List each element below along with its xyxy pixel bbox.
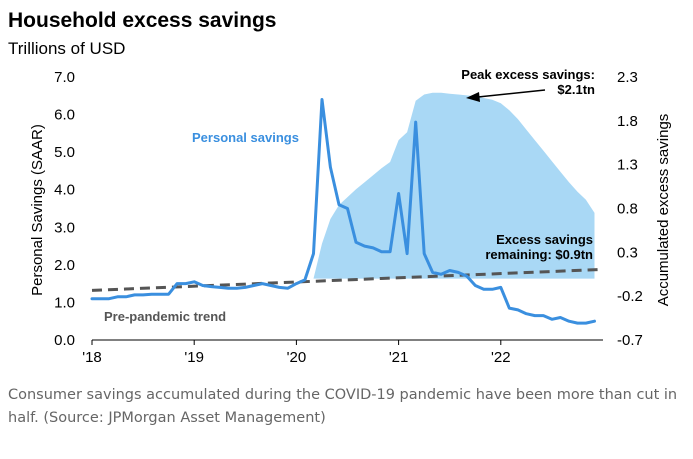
y-left-tick-label: 3.0 (54, 219, 75, 236)
x-tick-label: '19 (184, 349, 204, 366)
y-left-tick-label: 6.0 (54, 107, 75, 124)
y-left-tick-label: 2.0 (54, 257, 75, 274)
personal-savings-line-layer (90, 98, 596, 325)
pre-pandemic-trend-layer (91, 267, 604, 292)
excess-savings-area-layer (313, 92, 595, 279)
peak-annotation-line2: $2.1tn (557, 82, 595, 97)
x-axis-ticks: '18 '19 '20 '21 '22 (82, 340, 511, 366)
peak-annotation-arrow (477, 89, 546, 98)
chart-title: Household excess savings (8, 9, 276, 32)
y-left-tick-label: 7.0 (54, 69, 75, 86)
x-tick-label: '22 (491, 349, 511, 366)
y-left-tick-label: 0.0 (54, 332, 75, 349)
x-tick-label: '20 (287, 349, 307, 366)
y-right-tick-label: -0.7 (617, 332, 643, 349)
y-left-tick-label: 5.0 (54, 144, 75, 161)
figure-caption: Consumer savings accumulated during the … (8, 387, 678, 426)
y-right-tick-label: 0.8 (617, 201, 638, 218)
peak-annotation-arrowhead (466, 92, 480, 102)
y-right-tick-label: 1.8 (617, 113, 638, 130)
x-tick-label: '21 (389, 349, 409, 366)
y-right-tick-label: 0.3 (617, 244, 638, 261)
chart-subtitle: Trillions of USD (8, 39, 125, 58)
x-tick-label: '18 (82, 349, 102, 366)
household-excess-savings-chart: Household excess savings Trillions of US… (8, 9, 672, 366)
y-left-axis-ticks: 0.0 1.0 2.0 3.0 4.0 5.0 6.0 7.0 (54, 69, 75, 349)
excess-savings-area (313, 92, 595, 279)
personal-savings-line (90, 98, 596, 325)
peak-annotation-line1: Peak excess savings: (461, 67, 595, 82)
pre-pandemic-trend-label: Pre-pandemic trend (104, 309, 226, 324)
y-left-tick-label: 4.0 (54, 182, 75, 199)
y-left-tick-label: 1.0 (54, 294, 75, 311)
remaining-annotation-line2: remaining: $0.9tn (485, 247, 593, 262)
personal-savings-label: Personal savings (192, 130, 299, 145)
y-right-tick-label: 1.3 (617, 157, 638, 174)
y-right-tick-label: 2.3 (617, 69, 638, 86)
y-right-axis-label: Accumulated excess savings (655, 114, 672, 307)
y-right-axis-ticks: -0.7 -0.2 0.3 0.8 1.3 1.8 2.3 (617, 69, 643, 349)
y-left-axis-label: Personal Savings (SAAR) (29, 124, 46, 296)
remaining-annotation-line1: Excess savings (496, 232, 593, 247)
y-right-tick-label: -0.2 (617, 288, 643, 305)
pre-pandemic-trend-line (91, 267, 604, 292)
